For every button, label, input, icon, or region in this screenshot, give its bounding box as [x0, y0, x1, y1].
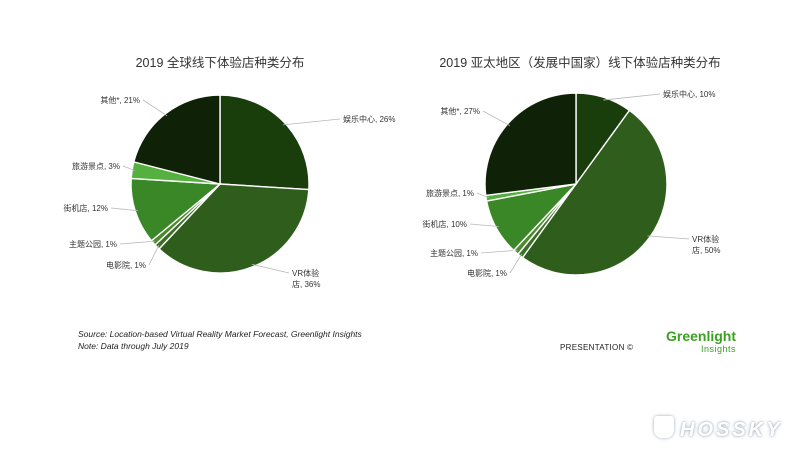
watermark-text: HOSSKY	[680, 419, 783, 441]
hossky-watermark: HOSSKY	[654, 416, 782, 442]
logo-main: Greenlight	[666, 328, 737, 344]
slice-label: 电影院, 1%	[106, 260, 146, 270]
leader-line	[509, 253, 523, 274]
leader-line	[469, 223, 499, 227]
data-note: Note: Data through July 2019	[78, 341, 189, 351]
slice-label: 娱乐中心, 10%	[663, 89, 715, 99]
pie-slice	[219, 94, 310, 191]
presentation-mark: PRESENTATION ©	[560, 343, 634, 352]
slice-label: 旅游景点, 1%	[426, 188, 474, 198]
chart-title-global: 2019 全球线下体验店种类分布	[135, 56, 305, 70]
footnotes: Source: Location-based Virtual Reality M…	[78, 328, 362, 352]
logo-sub: Insights	[700, 344, 737, 354]
slice-label: 旅游景点, 3%	[72, 161, 120, 171]
pie-slice	[484, 92, 577, 197]
slice-label: 电影院, 1%	[467, 268, 507, 278]
pie-slice	[521, 109, 668, 276]
leader-line	[122, 165, 135, 171]
slice-label: 主题公园, 1%	[69, 239, 117, 249]
chart-title-apac: 2019 亚太地区（发展中国家）线下体验店种类分布	[439, 56, 721, 70]
leader-line	[110, 207, 138, 212]
leader-line	[603, 93, 661, 101]
pie-slice	[158, 183, 310, 274]
leader-line	[476, 192, 489, 199]
leader-line	[282, 118, 341, 126]
leader-line	[480, 249, 518, 254]
leader-line	[251, 263, 290, 274]
slice-label: 其他*, 21%	[100, 95, 140, 105]
source-note: Source: Location-based Virtual Reality M…	[78, 329, 362, 339]
slice-label: 街机店, 10%	[423, 219, 467, 229]
slice-label: VR体验	[292, 268, 319, 278]
leader-line	[482, 110, 510, 126]
slice-label: 娱乐中心, 26%	[343, 114, 395, 124]
slice-label: 主题公园, 1%	[430, 248, 478, 258]
hossky-logo-icon	[654, 416, 674, 438]
leader-line	[148, 244, 160, 266]
slice-label: 店, 36%	[292, 279, 320, 289]
pie-slice	[130, 177, 222, 242]
leader-line	[119, 240, 156, 245]
slice-label: 店, 50%	[692, 245, 720, 255]
slice-label: VR体验	[692, 234, 719, 244]
leader-line	[647, 235, 690, 240]
slice-label: 街机店, 12%	[64, 203, 108, 213]
leader-line	[142, 99, 168, 117]
pie-slice	[132, 94, 221, 185]
greenlight-logo: Greenlight Insights	[666, 328, 737, 355]
slice-label: 其他*, 27%	[440, 106, 480, 116]
